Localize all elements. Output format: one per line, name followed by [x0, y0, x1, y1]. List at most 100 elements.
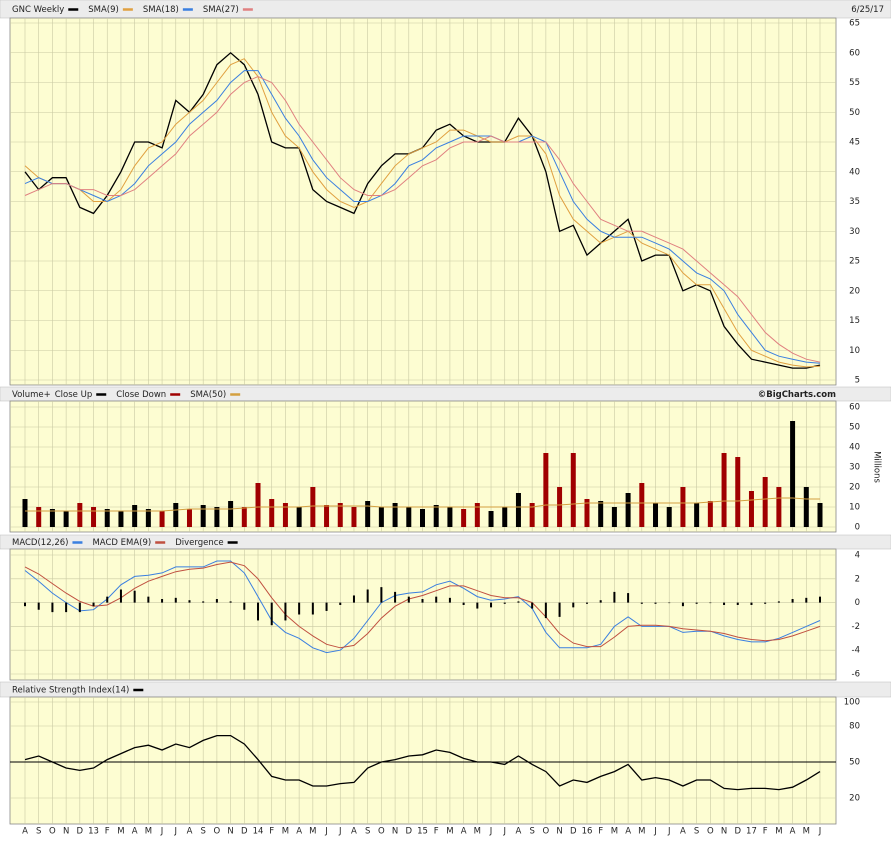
- x-tick-label: 17: [746, 827, 757, 837]
- bar: [570, 453, 576, 527]
- bar: [257, 602, 260, 621]
- series-line: [24, 58, 821, 368]
- bar: [119, 589, 122, 603]
- bar: [24, 602, 26, 607]
- legend-label: SMA(27): [203, 5, 239, 15]
- y-tick-label: 60: [849, 403, 860, 413]
- y-tick-label: 55: [849, 78, 860, 88]
- x-tick-label: D: [241, 827, 248, 837]
- bar: [447, 507, 453, 527]
- x-tick-label: J: [338, 827, 342, 837]
- x-tick-label: M: [446, 827, 453, 837]
- x-tick-label: M: [775, 827, 782, 837]
- bar: [91, 507, 97, 527]
- bar: [311, 602, 314, 615]
- bar: [174, 597, 177, 603]
- y-tick-label: 30: [849, 227, 860, 237]
- bar: [640, 602, 643, 604]
- bar: [228, 501, 234, 527]
- bar: [132, 505, 138, 527]
- x-tick-label: F: [763, 827, 768, 837]
- bar: [448, 597, 451, 603]
- bar: [200, 505, 206, 527]
- y-tick-label: 50: [849, 423, 860, 433]
- bar: [161, 599, 164, 603]
- bar: [243, 602, 246, 610]
- y-tick-label: 50: [849, 758, 860, 768]
- x-tick-label: A: [187, 827, 193, 837]
- bar: [202, 601, 205, 603]
- series-line: [24, 70, 821, 364]
- bar: [611, 507, 617, 527]
- x-tick-label: D: [570, 827, 577, 837]
- bar: [544, 602, 547, 619]
- y-tick-label: 45: [849, 138, 860, 148]
- legend-label: Close Down: [116, 390, 166, 400]
- bar: [748, 491, 754, 527]
- bar: [723, 602, 726, 605]
- bar: [613, 591, 616, 603]
- x-tick-label: A: [296, 827, 302, 837]
- bar: [694, 503, 700, 527]
- x-tick-label: F: [434, 827, 439, 837]
- x-tick-label: D: [406, 827, 413, 837]
- bar: [625, 493, 631, 527]
- y-tick-label: 5: [855, 376, 860, 386]
- bar: [666, 507, 672, 527]
- bar: [380, 587, 383, 603]
- x-tick-label: J: [653, 827, 657, 837]
- bar: [104, 509, 110, 527]
- bar: [433, 505, 439, 527]
- bar: [214, 507, 220, 527]
- bar: [337, 503, 343, 527]
- bar: [188, 600, 191, 603]
- bar: [49, 509, 55, 527]
- bar: [805, 597, 808, 603]
- x-tick-label: S: [365, 827, 370, 837]
- bar: [378, 507, 384, 527]
- y-tick-label: 50: [849, 108, 860, 118]
- bar: [106, 596, 109, 603]
- x-tick-label: O: [707, 827, 714, 837]
- bar: [654, 602, 657, 604]
- bar: [65, 602, 68, 613]
- bar: [803, 487, 809, 527]
- bar: [406, 507, 412, 527]
- plot-background: [9, 696, 837, 825]
- legend-label: GNC Weekly: [12, 5, 64, 15]
- x-tick-label: N: [556, 827, 562, 837]
- bar: [392, 503, 398, 527]
- bar: [186, 509, 192, 527]
- bar: [490, 602, 493, 608]
- bar: [241, 507, 247, 527]
- bar: [709, 602, 712, 604]
- x-tick-label: O: [214, 827, 221, 837]
- x-tick-label: J: [489, 827, 493, 837]
- bar: [639, 483, 645, 527]
- y-tick-label: 2: [855, 574, 860, 584]
- y-tick-label: -4: [852, 646, 860, 656]
- bar: [284, 602, 287, 621]
- bar: [777, 601, 780, 603]
- x-tick-label: A: [516, 827, 522, 837]
- bar: [474, 503, 480, 527]
- x-tick-label: D: [77, 827, 84, 837]
- bar: [680, 487, 686, 527]
- bar: [558, 602, 561, 617]
- bar: [229, 601, 232, 603]
- bar: [77, 503, 83, 527]
- x-tick-label: M: [117, 827, 124, 837]
- legend-label: SMA(18): [143, 5, 179, 15]
- y-tick-label: 20: [849, 286, 860, 296]
- y-axis-label: Millions: [872, 451, 882, 483]
- bar: [476, 602, 479, 609]
- bar: [461, 509, 467, 527]
- bar: [681, 602, 684, 607]
- series-line: [24, 734, 821, 791]
- bar: [255, 483, 261, 527]
- y-tick-label: 35: [849, 197, 860, 207]
- bar: [668, 602, 671, 604]
- bar: [36, 507, 42, 527]
- y-tick-label: 100: [844, 698, 860, 708]
